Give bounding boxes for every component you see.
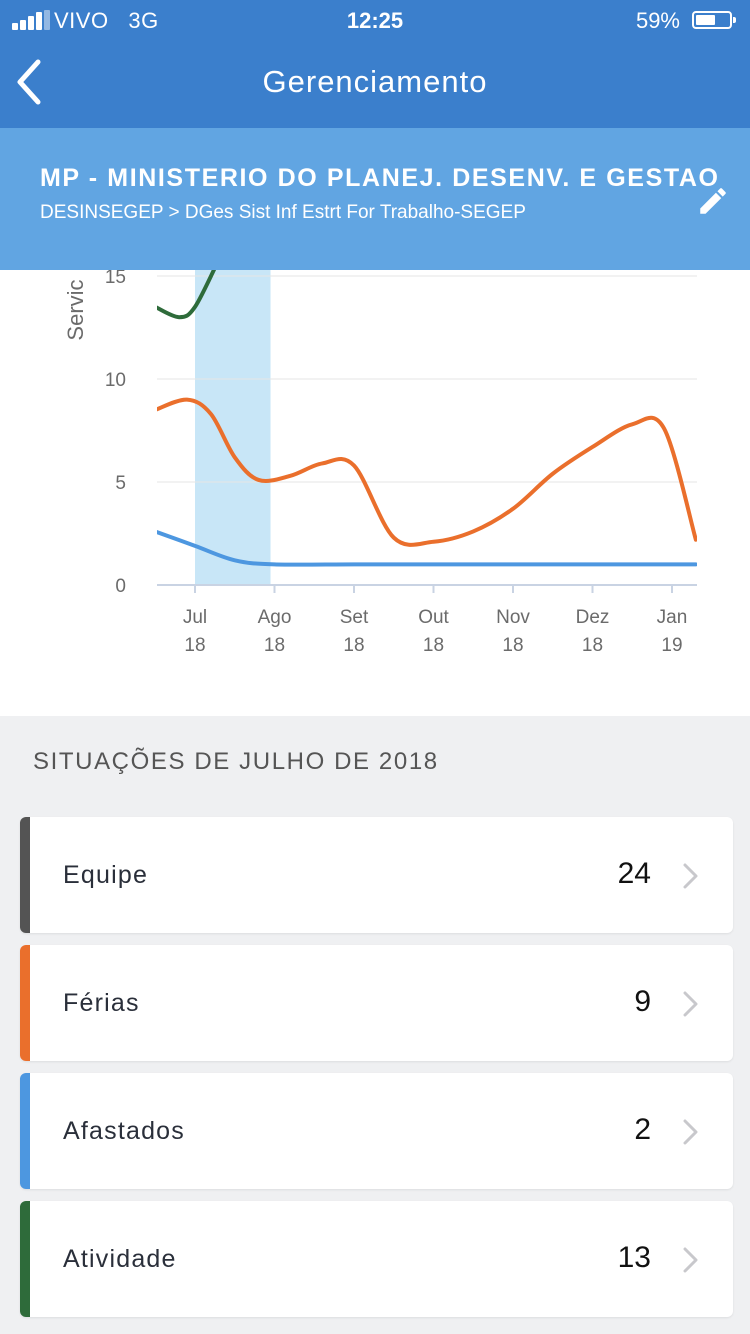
x-tick-month: Ago — [258, 607, 292, 628]
card-equipe[interactable]: Equipe 24 — [20, 817, 733, 933]
x-tick-month: Out — [418, 607, 449, 628]
chevron-left-icon[interactable] — [10, 54, 50, 110]
org-name: MP - MINISTERIO DO PLANEJ. DESENV. E GES… — [40, 164, 720, 192]
situations-section: SITUAÇÕES DE JULHO DE 2018 Equipe 24 Fér… — [0, 716, 750, 1334]
carrier-label: VIVO 3G — [54, 8, 159, 34]
y-tick-label: 5 — [115, 473, 126, 494]
x-tick-year: 18 — [423, 635, 444, 656]
x-tick-year: 19 — [661, 635, 682, 656]
chevron-right-icon — [683, 991, 698, 1017]
card-color-bar — [20, 945, 30, 1061]
pencil-icon[interactable] — [696, 184, 730, 218]
card-color-bar — [20, 817, 30, 933]
org-breadcrumb: DESINSEGEP > DGes Sist Inf Estrt For Tra… — [40, 202, 526, 223]
card-label: Afastados — [63, 1117, 185, 1145]
network-type: 3G — [128, 8, 159, 33]
carrier-name: VIVO — [54, 8, 109, 33]
x-tick-year: 18 — [184, 635, 205, 656]
x-tick-year: 18 — [502, 635, 523, 656]
card-label: Equipe — [63, 861, 149, 889]
battery-icon — [692, 11, 736, 29]
x-tick-month: Jul — [183, 607, 207, 628]
chart-canvas: 0 5 10 15 Servic Jul 18 Ago 18 Set 18 Out 18 Nov 18 Dez… — [63, 270, 697, 656]
top-bar: VIVO 3G 12:25 59% Gerenciamento — [0, 0, 750, 128]
chevron-right-icon — [683, 1247, 698, 1273]
x-tick-month: Set — [340, 607, 369, 628]
page-title: Gerenciamento — [262, 64, 488, 99]
highlight-band — [195, 270, 271, 585]
x-tick-year: 18 — [582, 635, 603, 656]
card-count: 13 — [617, 1241, 651, 1274]
chevron-right-icon — [683, 1119, 698, 1145]
line-chart: 0 5 10 15 Servic Jul 18 Ago 18 Set 18 Out 18 Nov 18 Dez… — [0, 270, 750, 716]
card-label: Atividade — [63, 1245, 177, 1273]
status-bar: VIVO 3G 12:25 59% — [0, 0, 750, 40]
card-count: 24 — [617, 857, 651, 890]
y-tick-label: 15 — [105, 270, 126, 288]
card-afastados[interactable]: Afastados 2 — [20, 1073, 733, 1189]
x-tick-month: Nov — [496, 607, 530, 628]
y-tick-label: 0 — [115, 576, 126, 597]
y-axis-title: Servic — [63, 279, 88, 340]
card-label: Férias — [63, 989, 140, 1017]
card-color-bar — [20, 1073, 30, 1189]
x-tick-month: Jan — [657, 607, 688, 628]
section-title: SITUAÇÕES DE JULHO DE 2018 — [33, 748, 439, 775]
card-atividade[interactable]: Atividade 13 — [20, 1201, 733, 1317]
series-line-orange — [157, 397, 697, 547]
series-line-green — [157, 270, 217, 320]
card-color-bar — [20, 1201, 30, 1317]
card-ferias[interactable]: Férias 9 — [20, 945, 733, 1061]
card-count: 9 — [634, 985, 651, 1018]
series-line-blue — [157, 529, 697, 567]
card-count: 2 — [634, 1113, 651, 1146]
y-tick-label: 10 — [105, 370, 126, 391]
x-tick-year: 18 — [343, 635, 364, 656]
x-tick-month: Dez — [576, 607, 610, 628]
org-banner: MP - MINISTERIO DO PLANEJ. DESENV. E GES… — [0, 128, 750, 270]
battery-percent: 59% — [635, 8, 680, 33]
status-time: 12:25 — [346, 8, 404, 33]
x-tick-year: 18 — [264, 635, 285, 656]
chevron-right-icon — [683, 863, 698, 889]
